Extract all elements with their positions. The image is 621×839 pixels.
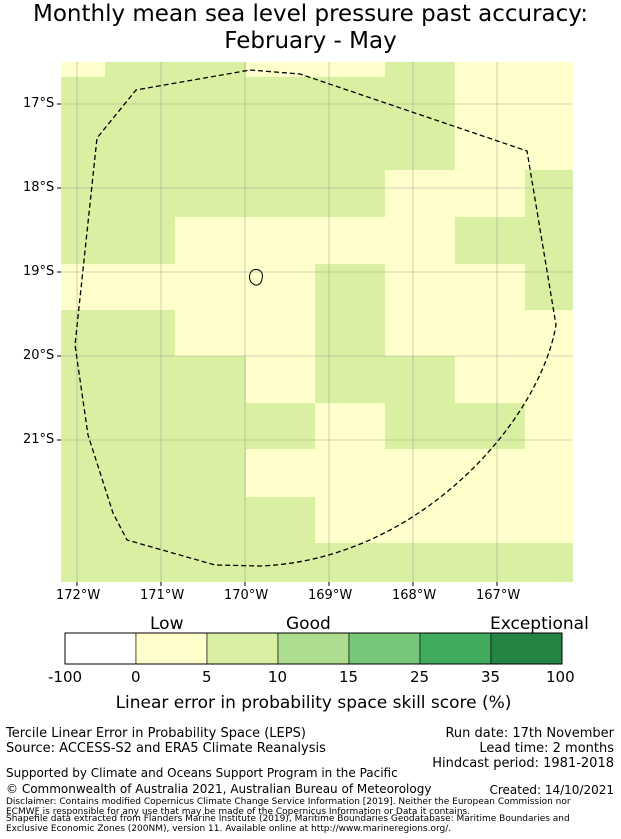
colorbar-segment (348, 632, 421, 665)
colorbar-tick: 100 (546, 668, 575, 686)
colorbar-tick: 15 (339, 668, 359, 686)
colorbar-tick: 35 (481, 668, 501, 686)
disclaimer-line: Exclusive Economic Zones (200NM), versio… (6, 824, 452, 834)
lon-label: 172°W (56, 588, 101, 603)
colorbar-tick: 0 (131, 668, 141, 686)
disclaimer-line: ECMWF is responsible for any use that ma… (6, 807, 471, 817)
colorbar-category-exceptional: Exceptional (490, 614, 589, 634)
axis-ticks (57, 103, 498, 586)
colorbar-category-low: Low (150, 614, 184, 634)
lat-label: 21°S (23, 432, 55, 447)
lat-label: 20°S (23, 348, 55, 363)
lon-label: 167°W (476, 588, 521, 603)
colorbar-tick: 5 (202, 668, 212, 686)
copyright-text: © Commonwealth of Australia 2021, Austra… (6, 782, 432, 796)
support-text: Supported by Climate and Oceans Support … (6, 766, 398, 780)
colorbar-segment (206, 632, 279, 665)
lat-label: 17°S (23, 96, 55, 111)
colorbar-segment (135, 632, 208, 665)
lon-label: 169°W (308, 588, 353, 603)
created-text: Created: 14/10/2021 (489, 783, 614, 797)
colorbar-category-good: Good (286, 614, 331, 634)
skill-0-5-cells (61, 62, 573, 543)
lon-label: 170°W (224, 588, 269, 603)
disclaimer-line: Disclaimer: Contains modified Copernicus… (6, 797, 571, 807)
skill-5-10-cells (61, 62, 573, 582)
island-outline (249, 269, 263, 286)
colorbar-segment (419, 632, 492, 665)
title-line-2: February - May (224, 28, 397, 54)
colorbar-segment (64, 632, 137, 665)
colorbar-tick: 25 (410, 668, 430, 686)
map-gridlines (61, 62, 573, 582)
colorbar-tick: -100 (48, 668, 83, 686)
lat-label: 18°S (23, 180, 55, 195)
source-text: Source: ACCESS-S2 and ERA5 Climate Reana… (6, 741, 326, 756)
title-line-1: Monthly mean sea level pressure past acc… (33, 1, 588, 27)
disclaimer-line: Shapefile data extracted from Flanders M… (6, 814, 570, 824)
colorbar (64, 632, 563, 665)
eez-boundary (74, 69, 557, 567)
colorbar-segment (490, 632, 563, 665)
colorbar-label: Linear error in probability space skill … (115, 693, 512, 713)
lon-label: 168°W (392, 588, 437, 603)
hindcast-text: Hindcast period: 1981-2018 (432, 756, 614, 771)
lon-label: 171°W (140, 588, 185, 603)
method-text: Tercile Linear Error in Probability Spac… (6, 726, 306, 741)
run-date-text: Run date: 17th November (445, 726, 614, 741)
map-title: Monthly mean sea level pressure past acc… (0, 1, 621, 55)
lead-time-text: Lead time: 2 months (479, 741, 614, 756)
colorbar-segment (277, 632, 350, 665)
skill-map (57, 62, 573, 586)
colorbar-tick: 10 (268, 668, 288, 686)
lat-label: 19°S (23, 264, 55, 279)
